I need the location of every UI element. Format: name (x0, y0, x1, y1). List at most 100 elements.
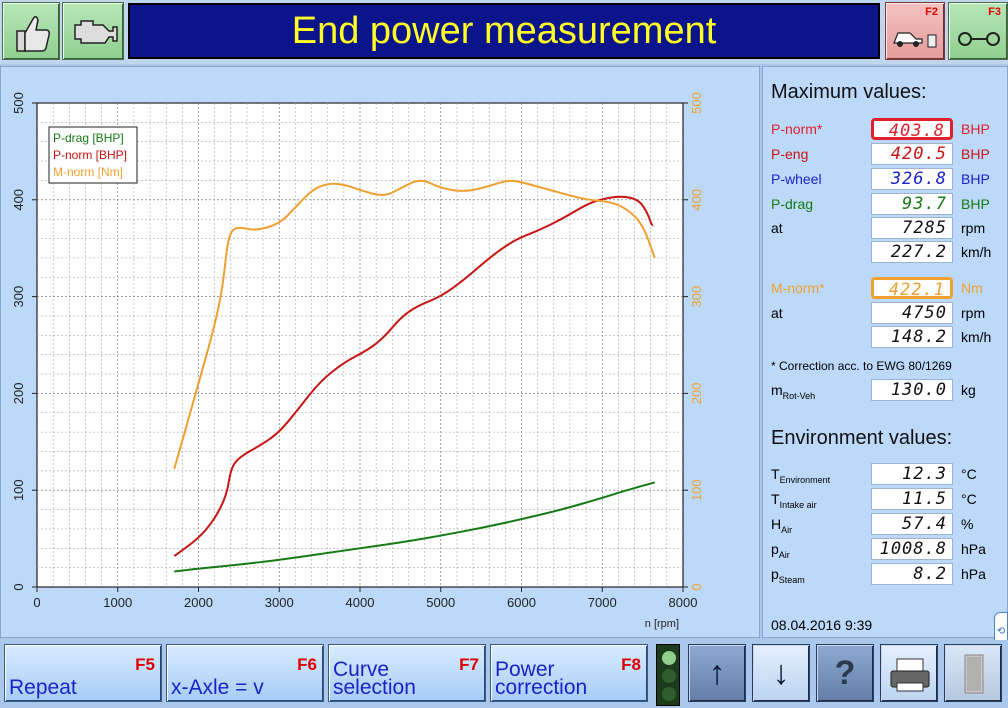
max-at-label: at (771, 220, 783, 236)
y-tick-label-right: 400 (689, 189, 704, 211)
env-value: 12.3 (871, 463, 953, 485)
help-icon: ? (834, 654, 856, 692)
env-row: TEnvironment 12.3 °C (771, 463, 1007, 485)
x-tick-label: 6000 (507, 595, 536, 610)
m-norm-label: M-norm* (771, 280, 825, 296)
f2-key-label: F2 (925, 6, 938, 18)
y-tick-label-left: 400 (11, 189, 26, 211)
exit-door-icon (964, 654, 984, 694)
p-drag-label: P-drag (771, 196, 814, 212)
x-tick-label: 0 (33, 595, 40, 610)
p-wheel-label: P-wheel (771, 171, 822, 187)
printer-icon (890, 658, 930, 692)
x-tick-label: 2000 (184, 595, 213, 610)
x-tick-label: 3000 (265, 595, 294, 610)
env-label: TIntake air (771, 491, 817, 510)
arrow-down-icon: ↓ (772, 654, 790, 692)
help-button[interactable]: ? (816, 644, 874, 702)
y-tick-label-left: 300 (11, 286, 26, 308)
m-norm-row: M-norm* 422.1 Nm (771, 277, 1007, 300)
arrow-up-icon: ↑ (708, 654, 726, 692)
legend-entry: P-drag [BHP] (53, 131, 124, 145)
repeat-label: Repeat (9, 676, 77, 699)
scroll-up-button[interactable]: ↑ (688, 644, 746, 702)
legend-box (48, 126, 138, 184)
scroll-down-button[interactable]: ↓ (752, 644, 810, 702)
m-at-kmh-unit: km/h (961, 329, 992, 345)
x-tick-label: 8000 (669, 595, 698, 610)
x-axis-label: n [rpm] (645, 618, 679, 630)
p-wheel-value: 326.8 (871, 168, 953, 190)
y-tick-label-left: 0 (11, 583, 26, 590)
print-button[interactable] (880, 644, 938, 702)
legend-entry: P-norm [BHP] (53, 148, 127, 162)
x-axle-button[interactable]: F6 x-Axle = v (166, 644, 324, 702)
env-unit: hPa (961, 566, 986, 582)
env-unit: °C (961, 491, 977, 507)
p-norm-unit: BHP (961, 121, 990, 137)
status-light-dim (662, 687, 676, 701)
p-norm-row: P-norm* 403.8 BHP (771, 118, 1007, 141)
top-bar: End power measurement F2 F3 (0, 0, 1008, 64)
x-tick-label: 4000 (346, 595, 375, 610)
status-light-dim (662, 669, 676, 683)
env-row: TIntake air 11.5 °C (771, 488, 1007, 510)
x-axle-label: x-Axle = v (171, 676, 264, 699)
env-value: 8.2 (871, 563, 953, 585)
y-tick-label-right: 0 (689, 583, 704, 590)
page-title: End power measurement (128, 3, 880, 59)
ok-button[interactable] (2, 2, 60, 60)
engine-button[interactable] (62, 2, 124, 60)
m-at-label: at (771, 305, 783, 321)
link-button[interactable]: F3 (948, 2, 1008, 60)
p-wheel-unit: BHP (961, 171, 990, 187)
values-panel: Maximum values: P-norm* 403.8 BHP P-eng … (762, 66, 1008, 638)
dyno-car-button[interactable]: F2 (885, 2, 945, 60)
x-tick-label: 5000 (426, 595, 455, 610)
p-eng-unit: BHP (961, 146, 990, 162)
power-correction-label: Power correction (495, 658, 588, 699)
curve-selection-button[interactable]: F7 Curve selection (328, 644, 486, 702)
env-unit: hPa (961, 541, 986, 557)
m-at-rpm-value: 4750 (871, 302, 953, 324)
env-label: HAir (771, 516, 793, 535)
repeat-button[interactable]: F5 Repeat (4, 644, 162, 702)
thumbs-up-icon (16, 16, 50, 52)
env-label: pAir (771, 541, 790, 560)
y-tick-label-left: 100 (11, 479, 26, 501)
m-norm-value: 422.1 (871, 277, 953, 300)
f5-key-label: F5 (135, 655, 155, 674)
env-value: 11.5 (871, 488, 953, 510)
p-norm-label: P-norm* (771, 121, 823, 137)
p-eng-value: 420.5 (871, 143, 953, 165)
chart-panel: 0 1000 2000 3000 4000 5000 6000 7000 8000 n [rpm]… (0, 66, 760, 638)
f8-key-label: F8 (621, 655, 641, 674)
env-row: HAir 57.4 % (771, 513, 1007, 535)
link-icon (958, 32, 1000, 46)
max-at-kmh-value: 227.2 (871, 241, 953, 263)
p-eng-row: P-eng 420.5 BHP (771, 143, 1007, 165)
max-at-rpm-row: at 7285 rpm (771, 217, 1007, 239)
max-at-kmh-unit: km/h (961, 244, 992, 260)
m-at-kmh-value: 148.2 (871, 326, 953, 348)
f7-key-label: F7 (459, 655, 479, 674)
p-drag-value: 93.7 (871, 193, 953, 215)
env-label: TEnvironment (771, 466, 831, 485)
m-at-rpm-unit: rpm (961, 305, 986, 321)
x-tick-label: 1000 (103, 595, 132, 610)
series-line-2 (173, 179, 656, 470)
car-dyno-icon (893, 32, 937, 48)
exit-button[interactable] (944, 644, 1002, 702)
env-row: pAir 1008.8 hPa (771, 538, 1007, 560)
max-at-kmh-row: 227.2 km/h (771, 241, 1007, 263)
y-tick-label-right: 100 (689, 479, 704, 501)
y-tick-label-left: 200 (11, 383, 26, 405)
legend-entry: M-norm [Nm] (53, 165, 123, 179)
correction-footnote: * Correction acc. to EWG 80/1269 (771, 359, 952, 373)
f3-key-label: F3 (988, 6, 1001, 18)
bottom-toolbar: F5 Repeat F6 x-Axle = v F7 Curve selecti… (0, 640, 1008, 708)
power-correction-button[interactable]: F8 Power correction (490, 644, 648, 702)
m-norm-unit: Nm (961, 280, 983, 296)
f6-key-label: F6 (297, 655, 317, 674)
